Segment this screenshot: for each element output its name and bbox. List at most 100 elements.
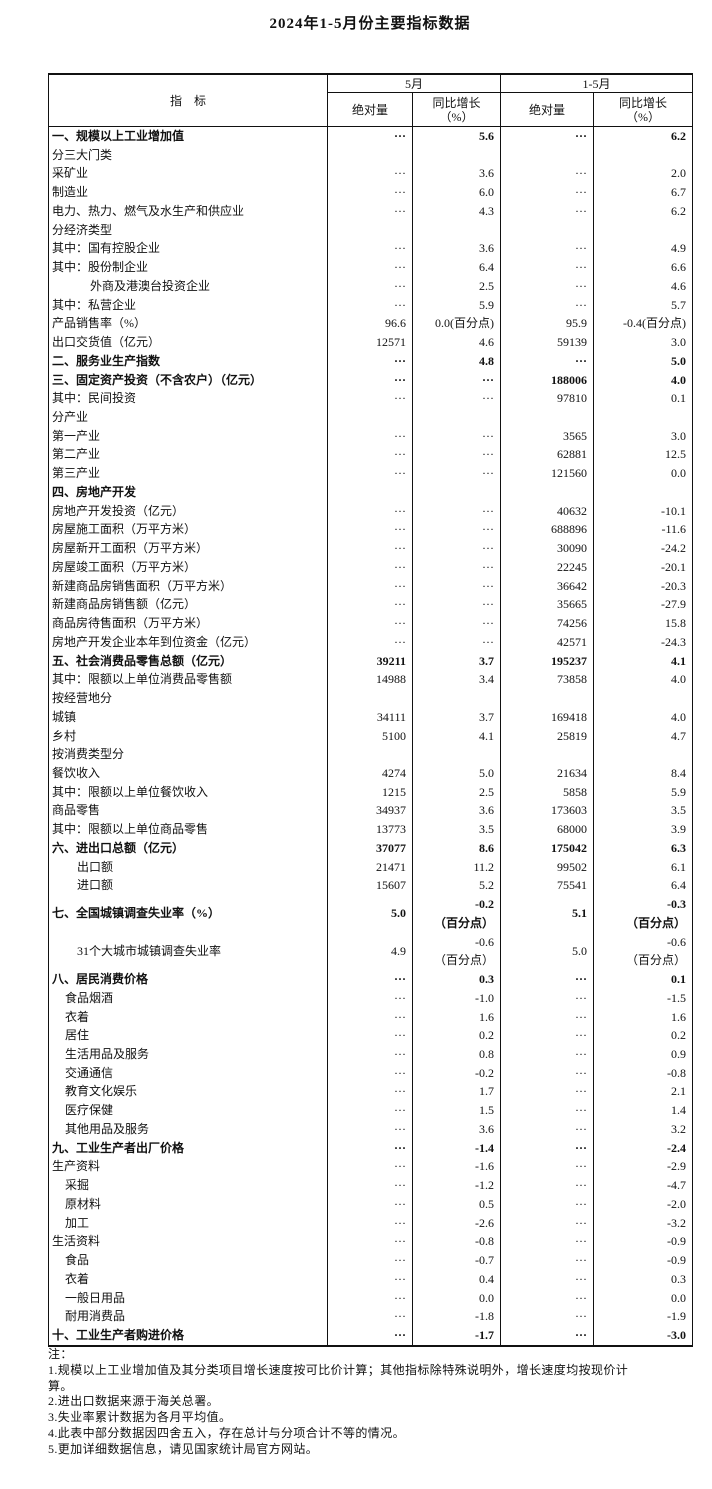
may-growth-cell: ··· [411,389,501,409]
indicator-label: 交通通信 [65,1065,114,1080]
may-absolute-cell: ··· [327,1026,413,1045]
may-absolute-cell: ··· [327,1232,413,1252]
table-row: 餐饮收入 4274 5.0 21634 8.4 [49,763,693,783]
janmay-growth-cell: 8.4 [593,763,693,783]
may-absolute-cell: 39211 [327,651,413,671]
may-absolute-cell: 5.0 [327,895,413,933]
table-row: 二、服务业生产指数 ··· 4.8 ··· 5.0 [49,351,693,371]
janmay-growth-cell: 3.0 [593,426,693,446]
may-absolute-cell: 15607 [327,876,413,896]
janmay-absolute-cell: ··· [500,201,594,221]
janmay-growth-cell: 2.1 [593,1082,693,1102]
indicator-label: 房地产开发投资（亿元） [52,503,185,518]
janmay-absolute-cell: 42571 [500,632,594,652]
janmay-growth-cell: 1.6 [593,1007,693,1027]
may-absolute-cell [327,482,413,502]
may-absolute-cell: ··· [327,1307,413,1326]
indicator-label: 制造业 [52,185,89,200]
indicator-label: 七、全国城镇调查失业率（%） [52,906,221,921]
table-row: 31个大城市城镇调查失业率 4.9 -0.6 （百分点） 5.0 -0.6 （百分点） [49,932,693,971]
janmay-growth-cell: 3.2 [593,1119,693,1139]
may-absolute-cell: 21471 [327,857,413,877]
janmay-growth-cell [593,482,693,502]
may-growth-cell: ··· [411,464,501,483]
table-row: 原材料 ··· 0.5 ··· -2.0 [49,1194,693,1214]
janmay-absolute-cell: 30090 [500,539,594,558]
table-row: 一、规模以上工业增加值 ··· 5.6 ··· 6.2 [49,126,693,146]
janmay-growth-cell: 5.0 [593,351,693,371]
janmay-growth-cell [593,689,693,708]
janmay-growth-cell: -24.2 [593,539,693,558]
table-row: 乡村 5100 4.1 25819 4.7 [49,726,693,746]
janmay-growth-cell: -3.0 [593,1326,693,1346]
may-absolute-cell: 4274 [327,763,413,783]
table-row: 外商及港澳台投资企业 ··· 2.5 ··· 4.6 [49,276,693,296]
may-growth-cell: 6.0 [411,183,501,202]
may-absolute-cell: ··· [327,426,413,446]
table-row: 分三大门类 [49,145,693,165]
may-absolute-cell: ··· [327,1176,413,1195]
may-absolute-cell [327,689,413,708]
indicator-label: 房屋竣工面积（万平方米） [52,559,197,574]
janmay-absolute-cell: 95.9 [500,314,594,334]
janmay-absolute-cell: ··· [500,276,594,296]
may-absolute-cell: ··· [327,164,413,184]
may-growth-cell: -0.2 （百分点） [411,895,501,933]
table-row: 出口交货值（亿元） 12571 4.6 59139 3.0 [49,333,693,352]
may-absolute-cell: 12571 [327,333,413,352]
may-growth-cell: 4.8 [411,351,501,371]
table-row: 食品 ··· -0.7 ··· -0.9 [49,1251,693,1270]
table-row: 采掘 ··· -1.2 ··· -4.7 [49,1176,693,1195]
note-item: 2.进出口数据来源于海关总署。 [48,1394,220,1409]
janmay-absolute-cell: ··· [500,1307,594,1326]
janmay-growth-cell: -1.5 [593,988,693,1008]
janmay-growth-cell: 5.9 [593,782,693,802]
indicator-label: 第二产业 [52,447,101,462]
indicator-label: 加工 [65,1215,90,1230]
may-growth-cell: 8.6 [411,838,501,858]
janmay-absolute-cell: ··· [500,239,594,259]
table-row: 衣着 ··· 1.6 ··· 1.6 [49,1007,693,1027]
may-absolute-cell [327,745,413,764]
janmay-growth-cell: 0.1 [593,389,693,409]
janmay-absolute-cell: ··· [500,1194,594,1214]
table-row: 商品房待售面积（万平方米） ··· ··· 74256 15.8 [49,614,693,633]
janmay-growth-cell: 0.0 [593,1288,693,1308]
indicator-label: 其他用品及服务 [65,1121,150,1136]
may-growth-cell: -2.6 [411,1213,501,1233]
table-row: 一般日用品 ··· 0.0 ··· 0.0 [49,1288,693,1308]
janmay-absolute-cell [500,145,594,165]
may-absolute-cell: ··· [327,539,413,558]
indicator-label: 生产资料 [52,1159,101,1174]
table-row: 按消费类型分 [49,745,693,764]
header-group-janmay: 1-5月 [500,74,693,93]
janmay-growth-cell: 4.1 [593,651,693,671]
janmay-growth-cell: 0.2 [593,1026,693,1045]
may-growth-cell: ··· [411,445,501,465]
may-absolute-cell: ··· [327,370,413,390]
may-growth-cell [411,408,501,427]
may-growth-cell [411,145,501,165]
indicator-label: 餐饮收入 [52,765,101,780]
header-indicator: 指 标 [48,74,328,127]
table-row: 新建商品房销售面积（万平方米） ··· ··· 36642 -20.3 [49,576,693,596]
may-growth-cell: 0.3 [411,970,501,989]
table-row: 六、进出口总额（亿元） 37077 8.6 175042 6.3 [49,838,693,858]
may-growth-cell [411,220,501,240]
janmay-growth-cell: 3.0 [593,333,693,352]
may-absolute-cell: 37077 [327,838,413,858]
janmay-growth-cell: -20.3 [593,576,693,596]
table-row: 其中：限额以上单位餐饮收入 1215 2.5 5858 5.9 [49,782,693,802]
janmay-growth-cell: 15.8 [593,614,693,633]
may-absolute-cell: ··· [327,501,413,521]
table-row: 房地产开发投资（亿元） ··· ··· 40632 -10.1 [49,501,693,521]
may-absolute-cell: ··· [327,201,413,221]
table-row: 教育文化娱乐 ··· 1.7 ··· 2.1 [49,1082,693,1102]
indicator-label: 一、规模以上工业增加值 [52,129,185,143]
indicator-label: 三、固定资产投资（不含农户）（亿元） [52,372,263,387]
indicator-label: 商品房待售面积（万平方米） [52,616,209,631]
footnotes: 注： 1.规模以上工业增加值及其分类项目增长速度按可比价计算；其他指标除特殊说明… [48,1347,684,1458]
janmay-growth-cell: -0.4(百分点) [593,314,693,334]
may-absolute-cell: 1215 [327,782,413,802]
janmay-growth-cell: 6.3 [593,838,693,858]
